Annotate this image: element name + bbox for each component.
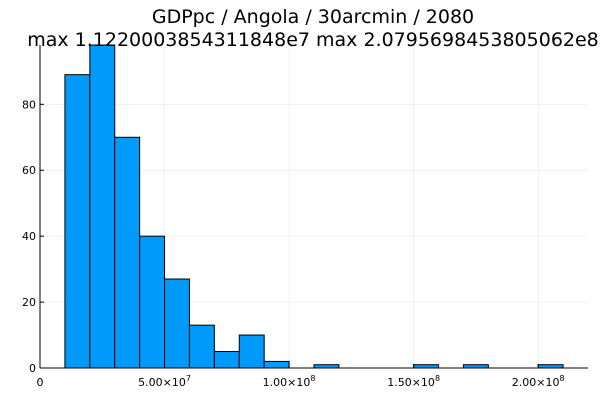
- y-tick-label: 80: [22, 98, 36, 111]
- y-tick-label: 0: [29, 362, 36, 375]
- x-tick-label: 1.00×108: [263, 374, 316, 389]
- histogram-bar: [89, 44, 116, 369]
- y-tick-label: 60: [22, 164, 36, 177]
- y-tick-label: 40: [22, 230, 36, 243]
- x-tick-label: 2.00×108: [512, 374, 565, 389]
- x-tick-label: 1.50×108: [387, 374, 440, 389]
- histogram-bar: [263, 360, 290, 369]
- x-tick-label: 5.00×107: [138, 374, 191, 389]
- y-tick-label: 20: [22, 296, 36, 309]
- x-tick-label: 0: [37, 376, 44, 389]
- chart-title-line1: GDPpc / Angola / 30arcmin / 2080: [152, 6, 474, 28]
- axes: [39, 45, 588, 369]
- histogram-bar: [238, 334, 265, 369]
- chart-title-line2: max 1.1220003854311848e7 max 2.079569845…: [27, 29, 599, 51]
- histogram-bar: [64, 74, 91, 369]
- histogram-bar: [188, 324, 215, 369]
- histogram-bar: [213, 351, 240, 369]
- histogram-bar: [114, 136, 141, 369]
- tick-labels: 0 5.00×107 1.00×108 1.50×108 2.00×108 0 20 40 60…: [22, 98, 565, 389]
- bars: [64, 44, 564, 369]
- histogram-bar: [164, 278, 190, 369]
- histogram-bar: [139, 235, 166, 369]
